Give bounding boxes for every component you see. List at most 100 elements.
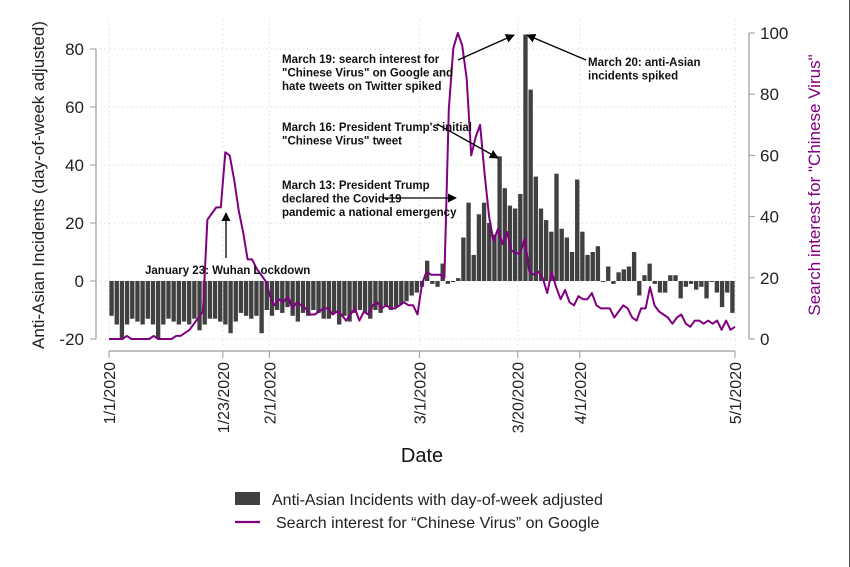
bar [388,281,394,310]
bar [688,281,694,284]
legend-bar-swatch [235,492,260,505]
bar [368,281,373,319]
bar [652,281,657,284]
annotation-text: March 13: President Trump [282,180,430,192]
y-tick-right-label: 20 [760,269,779,288]
annotation-arrow [436,123,499,159]
bar [326,281,332,319]
bar [704,281,709,299]
y-tick-left-label: 20 [65,214,84,233]
bar [559,228,564,281]
y-tick-right-label: 60 [760,146,779,165]
bar [616,272,621,281]
bar [626,266,632,281]
x-tick-label: 5/1/2020 [728,362,745,424]
bar [311,281,316,310]
bar [316,281,321,313]
annotation-text: "Chinese Virus" tweet [282,136,402,148]
x-axis-title: Date [401,445,443,467]
bar [409,281,414,296]
bar [155,281,161,339]
bar [295,281,301,322]
bar [425,260,430,281]
bar [124,281,130,325]
bar [481,202,487,281]
bar [373,281,378,310]
bar [683,281,689,287]
x-tick-label: 3/1/2020 [412,362,429,424]
bar [456,278,461,281]
x-tick-label: 2/1/2020 [262,362,279,424]
bar [471,254,476,281]
bar [430,281,435,284]
bar [243,281,249,316]
bar [192,281,197,319]
bar [440,263,445,281]
bar [466,202,471,281]
bar [512,208,518,281]
bar [306,281,311,316]
bar [668,275,673,281]
y-tick-left-label: -20 [59,330,84,349]
bar [476,214,482,281]
bar [233,281,238,322]
bar [218,281,223,322]
legend-bar-label: Anti-Asian Incidents with day-of-week ad… [272,492,603,509]
y-tick-left-label: 80 [65,40,84,59]
bar [130,281,135,319]
annotation: March 20: anti-Asian incidents spiked [526,34,700,83]
bar [212,281,218,319]
bar [678,281,683,299]
bar [538,208,544,281]
bar [600,281,606,282]
bar [631,252,637,281]
bar [450,281,456,282]
bar [662,281,668,293]
legend: Anti-Asian Incidents with day-of-week ad… [235,492,603,532]
gridlines [100,20,738,345]
bar [197,281,202,331]
bar [223,281,228,325]
bar [300,281,306,313]
bar [528,89,533,281]
y-tick-left-label: 0 [75,272,84,291]
annotation-text: March 20: anti-Asian [588,57,700,69]
annotation: March 16: President Trump's initial "Chin… [282,122,499,159]
bar [564,237,570,281]
bar [161,281,166,325]
bar [404,281,409,302]
legend-line-label: Search interest for “Chinese Virus” on G… [276,515,600,532]
annotation-text: declared the Covid-19 [282,194,402,206]
bar [533,176,538,281]
bar [140,281,145,325]
bar [176,281,182,325]
bar [187,281,192,325]
bar [569,252,575,281]
bar [657,281,663,293]
search-interest-line [109,32,736,340]
annotation-text: March 19: search interest for [282,54,440,66]
bar [580,231,585,281]
bar [383,281,388,308]
bar [264,281,269,310]
bar [492,234,497,281]
bar [642,275,647,281]
bar [347,281,352,322]
annotation-text: incidents spiked [588,71,678,83]
bar [238,281,244,313]
y-tick-right-label: 80 [760,85,779,104]
bar [249,281,254,319]
y-tick-right-label: 0 [760,330,769,349]
annotation: March 19: search interest for "Chinese Vi… [282,34,515,93]
bar [135,281,140,322]
bar [207,281,213,319]
bar [285,281,290,308]
bar [714,281,720,293]
bar [575,179,580,281]
bar [487,223,492,281]
bar [554,173,559,281]
x-tick-label: 3/20/2020 [511,362,528,433]
annotations: January 23: Wuhan Lockdown March 13: Pres… [145,34,700,277]
y-tick-left-label: 60 [65,98,84,117]
